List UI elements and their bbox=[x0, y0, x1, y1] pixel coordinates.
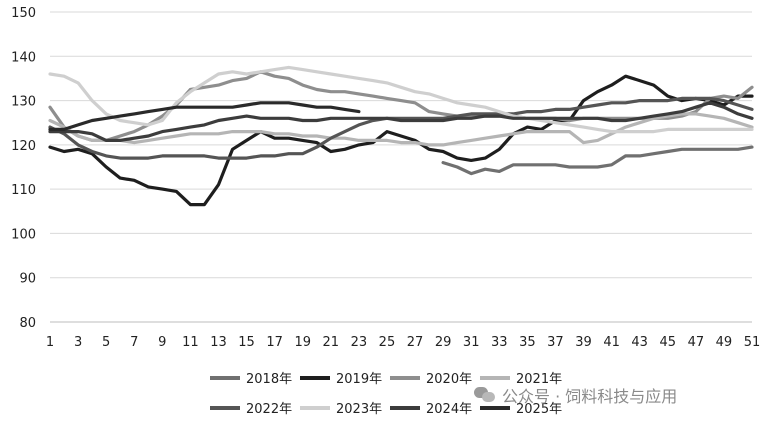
grid-lines bbox=[50, 11, 752, 323]
x-tick-label: 15 bbox=[238, 335, 255, 350]
series-line-8 bbox=[48, 101, 361, 131]
legend-label-5: 2022年 bbox=[246, 402, 292, 417]
watermark-text: 公众号 · 饲料科技与应用 bbox=[502, 387, 678, 406]
series-line-2 bbox=[48, 74, 754, 207]
x-tick-label: 13 bbox=[210, 335, 227, 350]
series-line-4 bbox=[48, 112, 754, 147]
x-tick-label: 27 bbox=[407, 335, 424, 350]
y-tick-label: 90 bbox=[19, 272, 36, 287]
y-tick-label: 80 bbox=[19, 316, 36, 331]
x-tick-label: 51 bbox=[744, 335, 761, 350]
x-tick-label: 35 bbox=[519, 335, 536, 350]
x-tick-label: 39 bbox=[575, 335, 592, 350]
series-line-1 bbox=[441, 145, 754, 176]
y-tick-label: 130 bbox=[11, 95, 36, 110]
x-tick-label: 25 bbox=[379, 335, 396, 350]
y-tick-label: 140 bbox=[11, 50, 36, 65]
x-tick-label: 7 bbox=[130, 335, 138, 350]
x-axis: 1 3 5 7 9 11 13 15 17 19 21 23 25 27 29 31 33 35 37 39 41 43 4… bbox=[46, 321, 761, 350]
wechat-icon bbox=[474, 386, 496, 404]
legend-label-6: 2023年 bbox=[336, 402, 382, 417]
y-tick-label: 100 bbox=[11, 227, 36, 242]
x-tick-label: 17 bbox=[266, 335, 283, 350]
y-tick-label: 110 bbox=[11, 183, 36, 198]
x-tick-label: 5 bbox=[102, 335, 110, 350]
x-tick-label: 33 bbox=[491, 335, 508, 350]
legend: 2018年 2019年 2020年 2021年 2022年 2023年 2024年 2025年 bbox=[210, 372, 562, 417]
legend-label-4: 2021年 bbox=[516, 372, 562, 387]
legend-label-8: 2025年 bbox=[516, 402, 562, 417]
x-tick-label: 21 bbox=[323, 335, 340, 350]
y-tick-label: 150 bbox=[11, 6, 36, 21]
legend-label-7: 2024年 bbox=[426, 402, 472, 417]
watermark: 公众号 · 饲料科技与应用 bbox=[474, 383, 677, 407]
series-line-7 bbox=[48, 101, 754, 142]
x-tick-label: 47 bbox=[688, 335, 705, 350]
y-axis: 80 90 100 110 120 130 140 150 bbox=[11, 6, 36, 331]
x-tick-label: 45 bbox=[659, 335, 676, 350]
legend-label-2: 2019年 bbox=[336, 372, 382, 387]
x-tick-label: 9 bbox=[158, 335, 166, 350]
x-tick-label: 11 bbox=[182, 335, 199, 350]
series-line-6 bbox=[48, 65, 754, 134]
x-tick-label: 31 bbox=[463, 335, 480, 350]
x-tick-label: 23 bbox=[351, 335, 368, 350]
x-tick-label: 43 bbox=[631, 335, 648, 350]
x-tick-label: 1 bbox=[46, 335, 54, 350]
series-lines bbox=[48, 65, 754, 207]
x-tick-label: 49 bbox=[716, 335, 733, 350]
legend-label-1: 2018年 bbox=[246, 372, 292, 387]
y-tick-label: 120 bbox=[11, 139, 36, 154]
x-tick-label: 19 bbox=[294, 335, 311, 350]
legend-label-3: 2020年 bbox=[426, 372, 472, 387]
x-tick-label: 29 bbox=[435, 335, 452, 350]
x-tick-label: 41 bbox=[603, 335, 620, 350]
x-tick-label: 3 bbox=[74, 335, 82, 350]
series-line-5 bbox=[48, 96, 754, 160]
x-tick-label: 37 bbox=[547, 335, 564, 350]
